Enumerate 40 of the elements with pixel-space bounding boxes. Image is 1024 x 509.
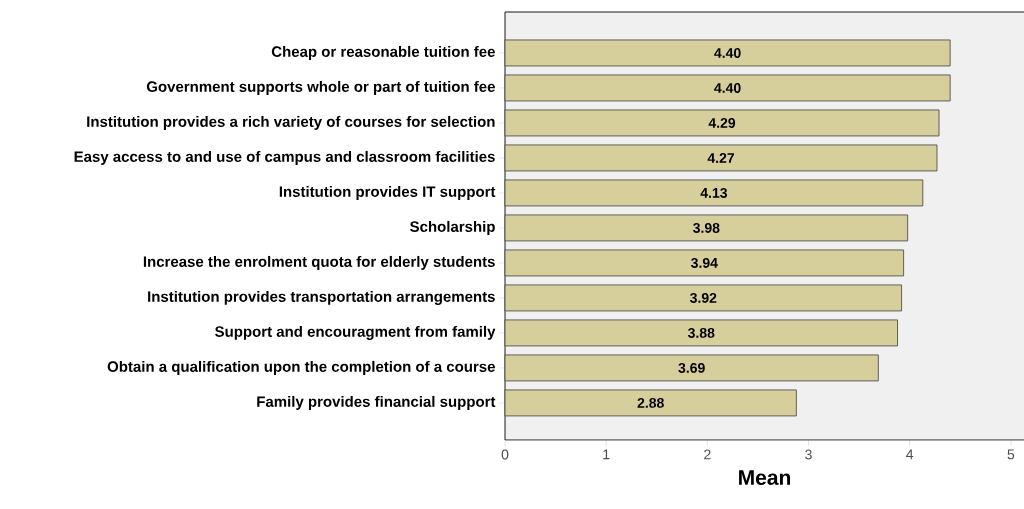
bar: [504, 249, 905, 277]
bar: [504, 144, 938, 172]
bar: [504, 39, 951, 67]
y-tick-label: Institution provides IT support: [279, 185, 496, 200]
data-label: 3.88: [687, 327, 715, 338]
y-tick-label: Scholarship: [410, 220, 495, 235]
data-label: 3.98: [693, 222, 720, 233]
data-label: 2.88: [637, 397, 664, 408]
y-tick-label: Easy access to and use of campus and classroom facilities: [74, 150, 495, 165]
data-label: 4.40: [714, 82, 741, 93]
bar: [504, 74, 951, 102]
data-label: 4.29: [708, 117, 736, 128]
bar: [504, 389, 797, 417]
y-tick-label: Support and encouragment from family: [215, 325, 496, 340]
bar: [504, 284, 902, 312]
data-label: 4.40: [714, 47, 741, 58]
y-tick-label: Institution provides a rich variety of courses for selection: [87, 115, 495, 130]
y-tick-label: Family provides financial support: [257, 395, 496, 410]
bar: [504, 354, 879, 382]
y-tick-label: Obtain a qualification upon the completion of a course: [107, 360, 495, 375]
x-tick-label: 1: [603, 449, 610, 460]
bar: [504, 214, 909, 242]
x-axis-title: Mean: [739, 470, 791, 485]
bar: [504, 179, 924, 207]
bar: [504, 109, 940, 137]
x-tick-label: 4: [906, 449, 914, 460]
x-tick-label: 5: [1007, 449, 1015, 460]
y-tick-label: Institution provides transportation arrangements: [148, 290, 495, 305]
data-label: 4.27: [707, 153, 734, 163]
data-label: 4.13: [700, 187, 728, 198]
data-label: 3.69: [678, 362, 705, 373]
data-label: 3.94: [691, 257, 718, 268]
y-tick-label: Increase the enrolment quota for elderly students: [143, 255, 495, 270]
y-tick-label: Cheap or reasonable tuition fee: [271, 45, 495, 60]
bar: [504, 319, 898, 347]
x-tick-label: 2: [704, 449, 711, 460]
y-tick-label: Government supports whole or part of tuition fee: [146, 80, 495, 95]
data-label: 3.92: [689, 292, 717, 303]
x-tick-label: 3: [805, 449, 812, 460]
x-tick-label: 0: [501, 449, 509, 460]
